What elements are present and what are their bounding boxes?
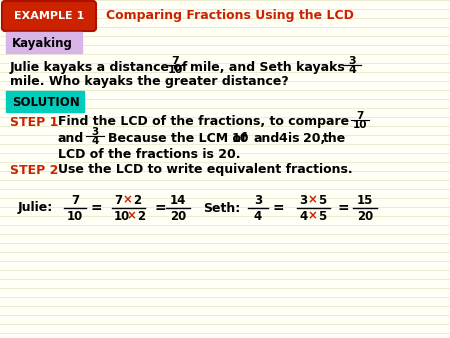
Text: 5: 5 — [318, 210, 326, 222]
Text: 10: 10 — [167, 65, 183, 75]
Text: 10: 10 — [353, 120, 367, 130]
Text: 4: 4 — [299, 210, 307, 222]
Text: =: = — [272, 201, 284, 215]
Text: Find the LCD of the fractions, to compare: Find the LCD of the fractions, to compar… — [58, 116, 349, 128]
Text: is: is — [288, 131, 300, 145]
Text: 4: 4 — [278, 131, 287, 145]
Text: the: the — [323, 131, 346, 145]
Text: 20: 20 — [170, 210, 186, 222]
Text: 20,: 20, — [303, 131, 325, 145]
Text: Julie kayaks a distance of: Julie kayaks a distance of — [10, 61, 189, 73]
Text: 20: 20 — [357, 210, 373, 222]
Text: 7: 7 — [171, 56, 179, 66]
Text: 4: 4 — [91, 136, 99, 146]
Text: Because the LCM of: Because the LCM of — [108, 131, 247, 145]
Text: 2: 2 — [137, 210, 145, 222]
Text: Use the LCD to write equivalent fractions.: Use the LCD to write equivalent fraction… — [58, 164, 353, 176]
Text: SOLUTION: SOLUTION — [12, 96, 80, 108]
FancyBboxPatch shape — [6, 32, 82, 53]
Text: =: = — [337, 201, 349, 215]
Text: 14: 14 — [170, 193, 186, 207]
Text: STEP 2: STEP 2 — [10, 164, 59, 176]
Text: mile. Who kayaks the greater distance?: mile. Who kayaks the greater distance? — [10, 75, 289, 89]
Text: 3: 3 — [299, 193, 307, 207]
Text: ×: × — [123, 193, 133, 207]
FancyBboxPatch shape — [6, 91, 84, 112]
Text: ×: × — [308, 193, 318, 207]
Text: 4: 4 — [254, 210, 262, 222]
Text: Comparing Fractions Using the LCD: Comparing Fractions Using the LCD — [106, 9, 354, 23]
Text: 5: 5 — [318, 193, 326, 207]
FancyBboxPatch shape — [2, 1, 96, 31]
Text: mile, and Seth kayaks: mile, and Seth kayaks — [190, 61, 345, 73]
Text: Seth:: Seth: — [203, 201, 240, 215]
Text: 10: 10 — [67, 210, 83, 222]
Text: ×: × — [127, 210, 137, 222]
Text: Julie:: Julie: — [18, 201, 53, 215]
Text: ×: × — [308, 210, 318, 222]
Text: and: and — [58, 131, 84, 145]
Text: 3: 3 — [254, 193, 262, 207]
Text: 15: 15 — [357, 193, 373, 207]
Text: STEP 1: STEP 1 — [10, 116, 59, 128]
Text: LCD of the fractions is 20.: LCD of the fractions is 20. — [58, 147, 240, 161]
Text: 3: 3 — [91, 127, 99, 137]
Text: =: = — [154, 201, 166, 215]
Text: 7: 7 — [356, 111, 364, 121]
Text: 7: 7 — [114, 193, 122, 207]
Text: and: and — [253, 131, 279, 145]
Text: 2: 2 — [133, 193, 141, 207]
Text: 10: 10 — [114, 210, 130, 222]
Text: =: = — [90, 201, 102, 215]
Text: 4: 4 — [348, 65, 356, 75]
Text: 3: 3 — [348, 56, 356, 66]
Text: Kayaking: Kayaking — [12, 37, 73, 49]
Text: 7: 7 — [71, 193, 79, 207]
Text: 10: 10 — [232, 131, 249, 145]
Text: EXAMPLE 1: EXAMPLE 1 — [14, 11, 84, 21]
